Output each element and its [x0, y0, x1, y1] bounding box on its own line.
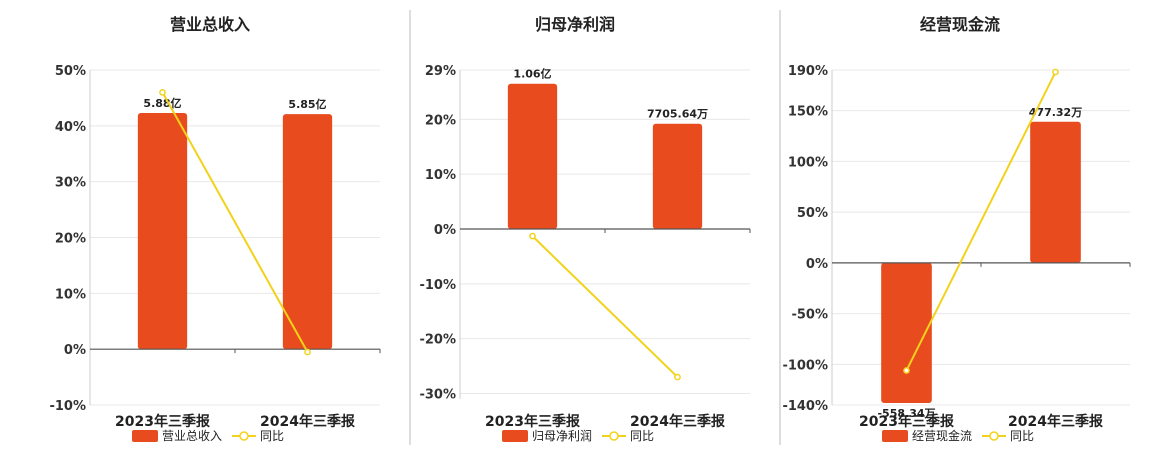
legend-label-bar: 经营现金流	[912, 428, 972, 443]
legend-label-line: 同比	[630, 429, 654, 443]
legend-swatch-bar	[882, 430, 908, 442]
yoy-line	[161, 91, 309, 353]
yoy-point	[674, 373, 681, 381]
legend-label-bar: 归母净利润	[532, 429, 592, 443]
y-tick-label: 10%	[425, 168, 456, 183]
bar-data-label: 1.06亿	[513, 67, 551, 81]
y-tick-label: 30%	[55, 176, 86, 191]
y-tick-label: -10%	[419, 278, 456, 293]
bar	[1030, 121, 1081, 263]
y-tick-label: -20%	[419, 333, 456, 348]
y-tick-label: 50%	[797, 206, 828, 221]
y-tick-label: -50%	[791, 308, 828, 323]
y-tick-label: 0%	[64, 343, 86, 358]
chart-panel-2: 归母净利润 -30% -20% -10% 0% 10% 20% 29% 1.06亿 7705.64…	[419, 15, 751, 443]
x-category-label: 2024年三季报	[260, 413, 355, 430]
chart-panel-1: 营业总收入 -10% 0% 10% 20% 30% 40% 50% 5.88亿 5.85亿 2023…	[49, 15, 381, 443]
y-tick-label: 20%	[55, 232, 86, 247]
yoy-line	[531, 235, 679, 378]
bar-data-label: 7705.64万	[647, 108, 708, 121]
chart-panel-3: 经营现金流 -140% -100% -50% 0% 50% 100% 150% 190% -558…	[782, 15, 1131, 443]
y-tick-label: 10%	[55, 287, 86, 302]
bar	[137, 112, 188, 350]
bar-data-label: -558.34万	[877, 407, 935, 420]
y-tick-label: 0%	[434, 223, 456, 238]
yoy-point	[304, 348, 311, 356]
legend-swatch-bar	[502, 430, 528, 442]
y-tick-label: -140%	[782, 399, 828, 414]
y-tick-label: 40%	[55, 120, 86, 135]
legend-label-line: 同比	[260, 429, 284, 443]
legend-label-line: 同比	[1010, 429, 1034, 443]
x-category-label: 2023年三季报	[485, 413, 580, 430]
y-tick-label: 190%	[788, 64, 828, 79]
bar	[507, 83, 558, 230]
chart-title: 归母净利润	[535, 15, 615, 34]
chart-title: 经营现金流	[920, 15, 1000, 34]
legend-swatch-bar	[132, 430, 158, 442]
x-category-label: 2024年三季报	[1008, 413, 1103, 430]
yoy-point	[159, 88, 166, 96]
yoy-line	[905, 71, 1057, 371]
bar-data-label: 5.85亿	[288, 97, 326, 111]
bar	[282, 114, 333, 350]
x-category-label: 2023年三季报	[115, 413, 210, 430]
yoy-point	[1052, 68, 1059, 76]
yoy-point	[903, 367, 910, 374]
bar	[652, 123, 703, 230]
bar-data-label: 5.88亿	[143, 96, 181, 110]
x-category-label: 2023年三季报	[859, 413, 954, 430]
y-tick-label: -100%	[782, 358, 828, 373]
y-tick-label: -10%	[49, 399, 86, 414]
y-tick-label: 29%	[425, 64, 456, 79]
legend-swatch-point	[989, 431, 999, 441]
y-tick-label: -30%	[419, 388, 456, 403]
y-tick-label: 20%	[425, 113, 456, 128]
y-tick-label: 0%	[806, 257, 828, 272]
x-category-label: 2024年三季报	[630, 413, 725, 430]
legend-swatch-point	[239, 431, 249, 441]
y-tick-label: 100%	[788, 155, 828, 170]
chart-title: 营业总收入	[170, 15, 250, 34]
bar-data-label: 477.32万	[1029, 106, 1082, 119]
bar	[881, 262, 932, 403]
yoy-point	[529, 232, 536, 240]
y-tick-label: 150%	[788, 105, 828, 120]
legend-swatch-point	[609, 431, 619, 441]
legend-label-bar: 营业总收入	[162, 429, 222, 443]
y-tick-label: 50%	[55, 64, 86, 79]
